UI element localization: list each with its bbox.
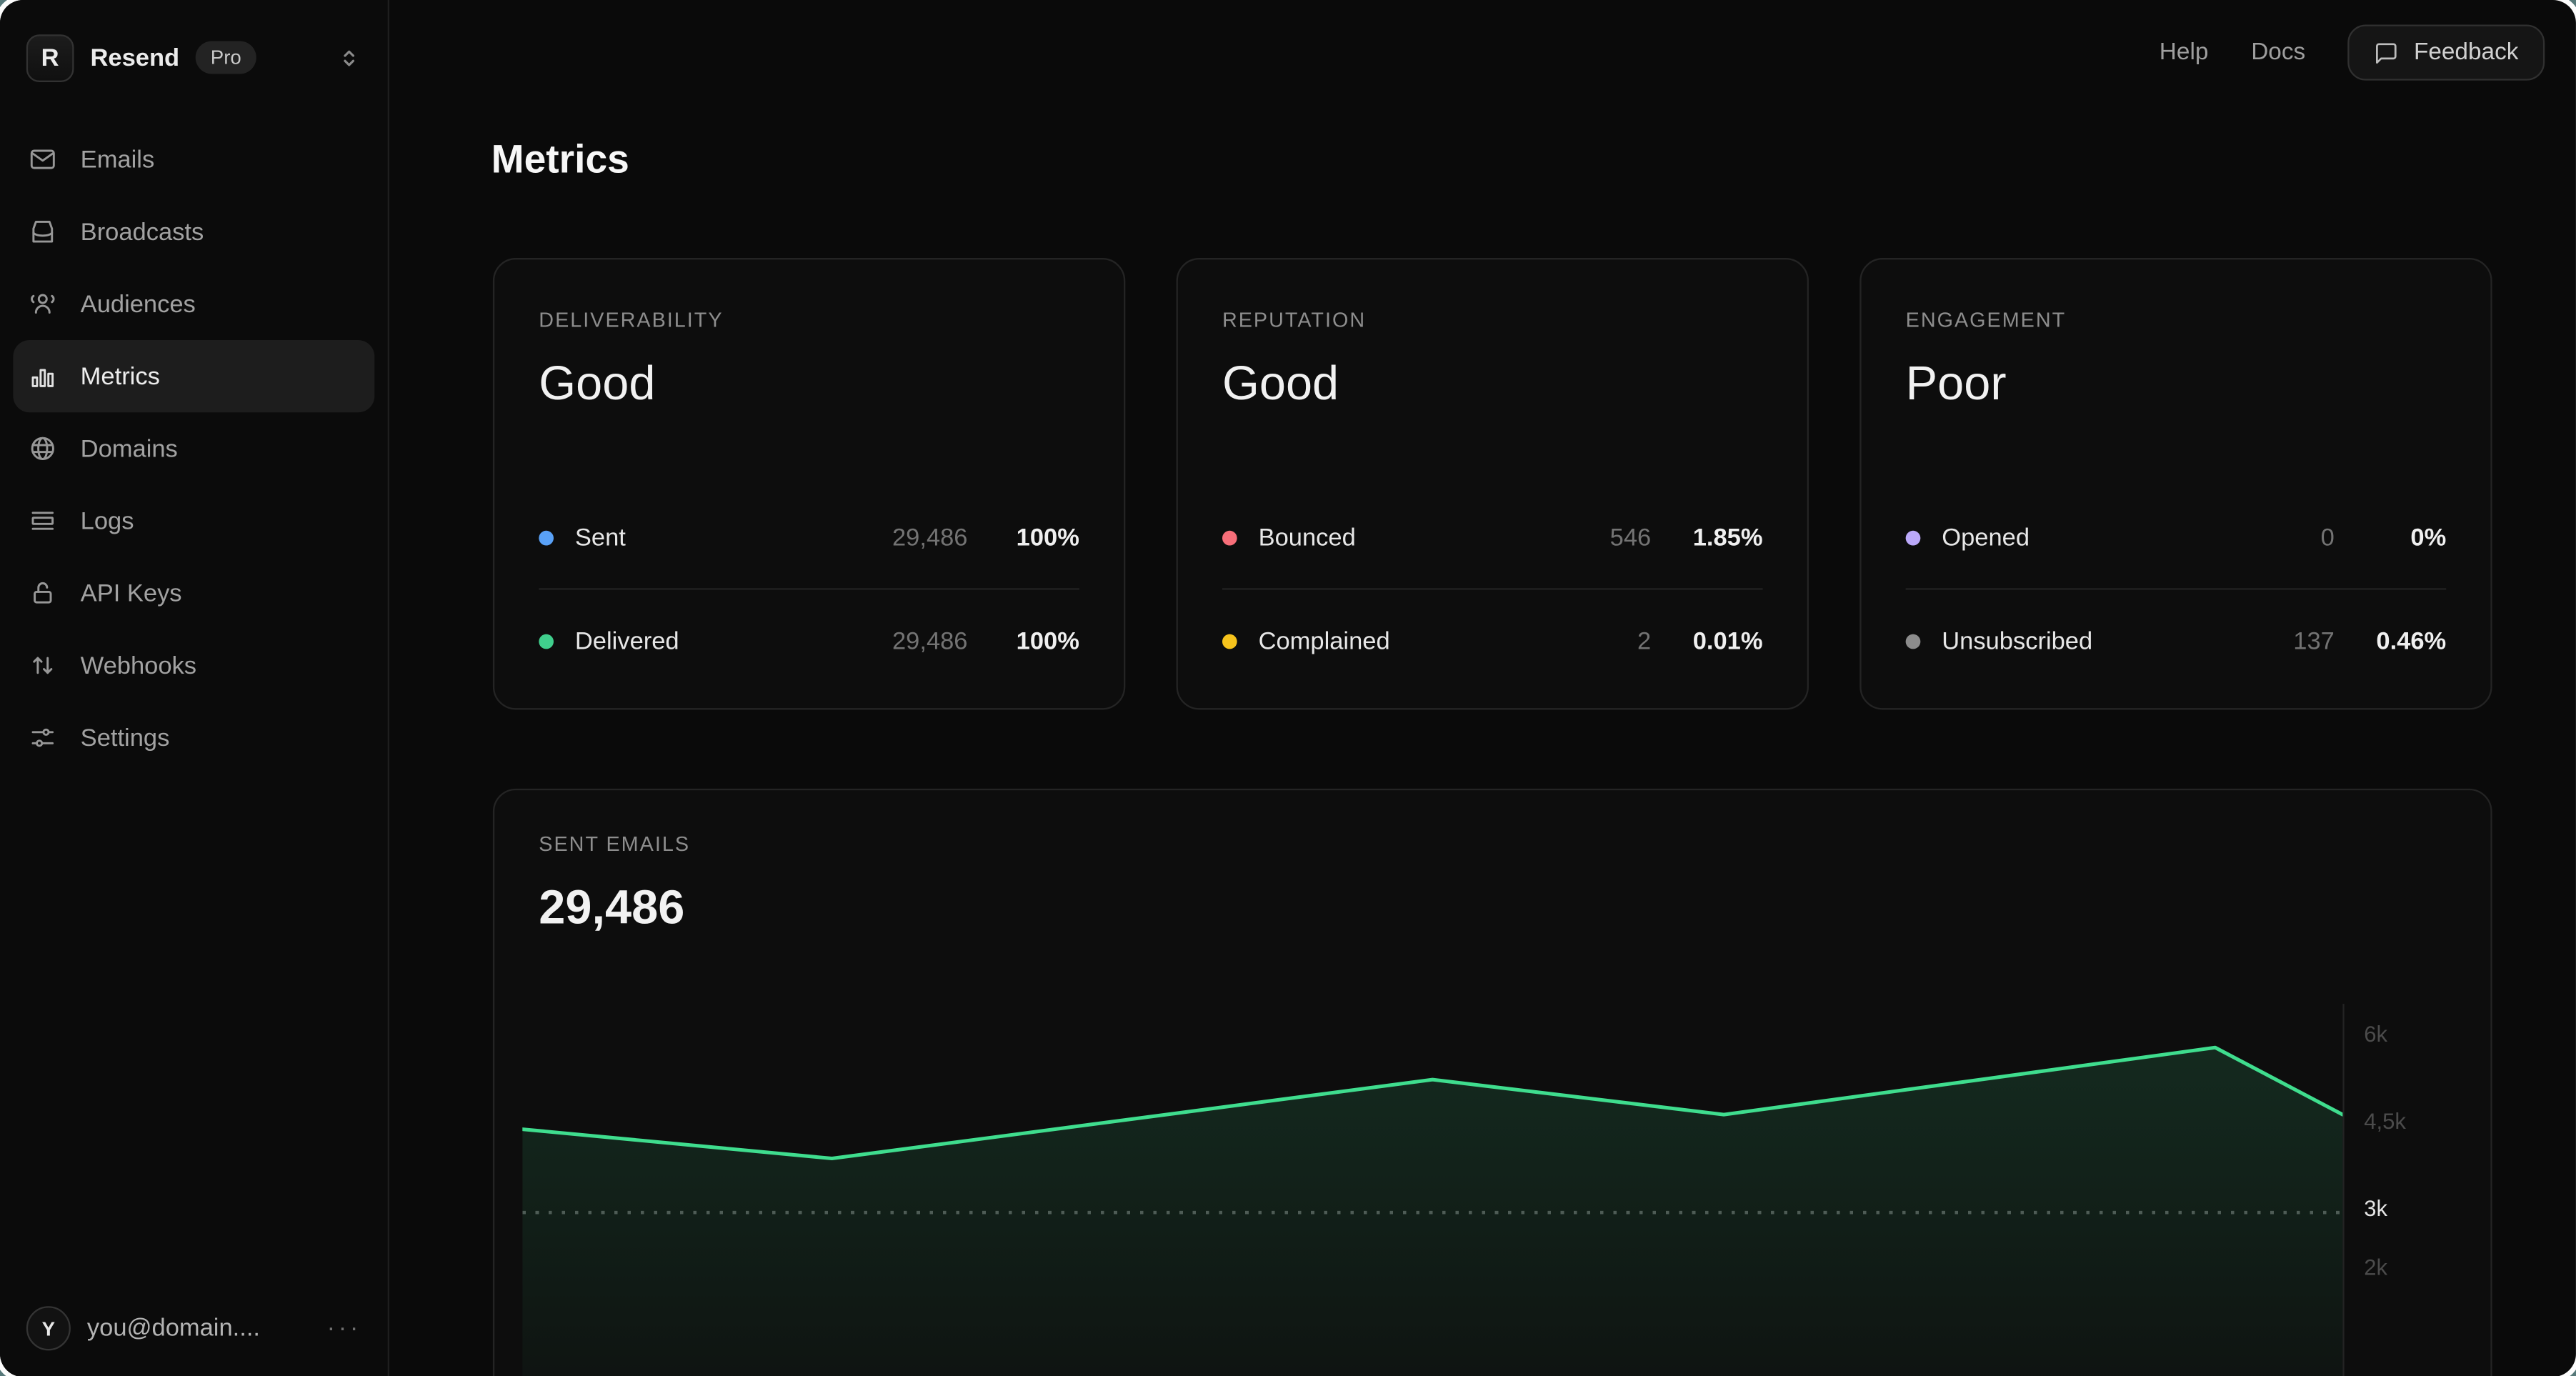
users-icon bbox=[28, 289, 57, 319]
avatar: Y bbox=[26, 1306, 71, 1351]
card-status: Poor bbox=[1905, 358, 2007, 411]
summary-cards: DELIVERABILITY Good Sent 29,486 100% Del… bbox=[492, 258, 2492, 710]
reputation-card: REPUTATION Good Bounced 546 1.85% Compla… bbox=[1176, 258, 1809, 710]
help-link[interactable]: Help bbox=[2159, 39, 2209, 66]
globe-icon bbox=[28, 434, 57, 463]
y-axis-label: 2k bbox=[2364, 1254, 2388, 1280]
user-menu[interactable]: Y you@domain.... ··· bbox=[0, 1281, 388, 1376]
sidebar-item-webhooks[interactable]: Webhooks bbox=[13, 629, 374, 702]
card-category: REPUTATION bbox=[1222, 309, 1367, 332]
metric-row-sent: Sent 29,486 100% bbox=[539, 487, 1079, 589]
sidebar-item-label: Logs bbox=[80, 507, 134, 535]
sent-emails-total: 29,486 bbox=[539, 882, 685, 935]
y-axis-label: 3k bbox=[2364, 1196, 2388, 1221]
engagement-card: ENGAGEMENT Poor Opened 0 0% Unsubscribed… bbox=[1859, 258, 2492, 710]
sliders-icon bbox=[28, 723, 57, 752]
y-axis-gridline bbox=[2342, 1004, 2345, 1376]
sidebar-item-label: Metrics bbox=[80, 362, 160, 391]
unsubscribed-dot bbox=[1905, 633, 1921, 649]
rows-icon bbox=[28, 506, 57, 535]
metric-row-opened: Opened 0 0% bbox=[1905, 487, 2446, 589]
sent-emails-chart bbox=[522, 1045, 2343, 1376]
sidebar-item-domains[interactable]: Domains bbox=[13, 412, 374, 484]
sent-dot bbox=[539, 529, 554, 545]
delivered-dot bbox=[539, 633, 554, 649]
inbox-icon bbox=[28, 217, 57, 246]
lock-icon bbox=[28, 578, 57, 607]
arrows-up-down-icon bbox=[28, 651, 57, 680]
sidebar-item-api-keys[interactable]: API Keys bbox=[13, 557, 374, 629]
deliverability-card: DELIVERABILITY Good Sent 29,486 100% Del… bbox=[492, 258, 1126, 710]
sidebar-item-label: API Keys bbox=[80, 579, 182, 607]
card-category: ENGAGEMENT bbox=[1905, 309, 2067, 332]
sidebar-item-metrics[interactable]: Metrics bbox=[13, 340, 375, 413]
sidebar-item-label: Audiences bbox=[80, 289, 196, 318]
sidebar-item-label: Broadcasts bbox=[80, 217, 204, 246]
complained-dot bbox=[1222, 633, 1237, 649]
bar-chart-icon bbox=[28, 362, 57, 391]
feedback-button[interactable]: Feedback bbox=[2347, 24, 2545, 81]
sidebar-item-label: Webhooks bbox=[80, 651, 197, 679]
metric-row-complained: Complained 2 0.01% bbox=[1222, 588, 1763, 692]
feedback-label: Feedback bbox=[2413, 39, 2519, 66]
card-status: Good bbox=[1222, 358, 1339, 411]
metric-row-delivered: Delivered 29,486 100% bbox=[539, 588, 1079, 692]
card-status: Good bbox=[539, 358, 656, 411]
more-options-icon[interactable]: ··· bbox=[326, 1314, 361, 1342]
sidebar-item-logs[interactable]: Logs bbox=[13, 484, 374, 557]
page-title: Metrics bbox=[491, 138, 629, 183]
envelope-icon bbox=[28, 144, 57, 174]
plan-badge: Pro bbox=[196, 41, 256, 74]
metric-row-unsubscribed: Unsubscribed 137 0.46% bbox=[1905, 588, 2447, 692]
workspace-name: Resend bbox=[90, 43, 180, 72]
message-square-icon bbox=[2375, 40, 2399, 64]
y-axis-label: 6k bbox=[2364, 1021, 2388, 1046]
user-email: you@domain.... bbox=[86, 1314, 260, 1342]
sidebar: R Resend Pro Emails Broadcasts Audiences bbox=[0, 0, 390, 1376]
sidebar-item-label: Domains bbox=[80, 434, 178, 463]
chart-line bbox=[522, 1045, 2343, 1161]
chart-area bbox=[522, 1047, 2343, 1376]
docs-link[interactable]: Docs bbox=[2251, 39, 2306, 66]
card-category: DELIVERABILITY bbox=[539, 309, 724, 332]
workspace-switcher[interactable]: R Resend Pro bbox=[0, 0, 388, 115]
topbar: Help Docs Feedback bbox=[2159, 24, 2545, 81]
sidebar-item-settings[interactable]: Settings bbox=[13, 702, 374, 774]
sidebar-nav: Emails Broadcasts Audiences Metrics Doma… bbox=[0, 115, 388, 782]
sidebar-item-label: Emails bbox=[80, 145, 155, 174]
sidebar-item-audiences[interactable]: Audiences bbox=[13, 268, 374, 340]
chart-card-label: SENT EMAILS bbox=[539, 832, 691, 857]
metric-row-bounced: Bounced 546 1.85% bbox=[1222, 487, 1763, 589]
sidebar-item-broadcasts[interactable]: Broadcasts bbox=[13, 196, 374, 268]
sidebar-item-label: Settings bbox=[80, 724, 170, 752]
bounced-dot bbox=[1222, 529, 1237, 545]
sidebar-item-emails[interactable]: Emails bbox=[13, 123, 374, 195]
sent-emails-card: SENT EMAILS 29,486 6k 4,5k 3k 2k bbox=[492, 788, 2492, 1376]
y-axis-label: 4,5k bbox=[2364, 1108, 2406, 1134]
chevrons-up-down-icon[interactable] bbox=[336, 45, 361, 69]
opened-dot bbox=[1905, 529, 1921, 545]
resend-logo: R bbox=[26, 34, 74, 81]
